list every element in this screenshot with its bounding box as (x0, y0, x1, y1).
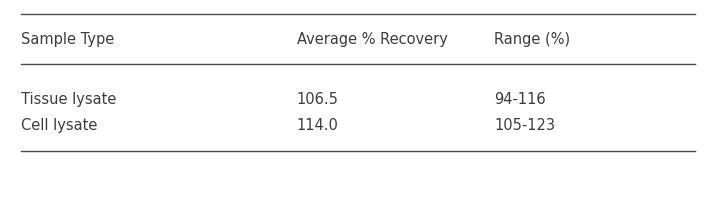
Text: Range (%): Range (%) (494, 32, 570, 47)
Text: Cell lysate: Cell lysate (21, 118, 97, 133)
Text: 105-123: 105-123 (494, 118, 555, 133)
Text: Sample Type: Sample Type (21, 32, 114, 47)
Text: 114.0: 114.0 (297, 118, 338, 133)
Text: 94-116: 94-116 (494, 92, 546, 107)
Text: Tissue lysate: Tissue lysate (21, 92, 116, 107)
Text: Average % Recovery: Average % Recovery (297, 32, 448, 47)
Text: 106.5: 106.5 (297, 92, 338, 107)
